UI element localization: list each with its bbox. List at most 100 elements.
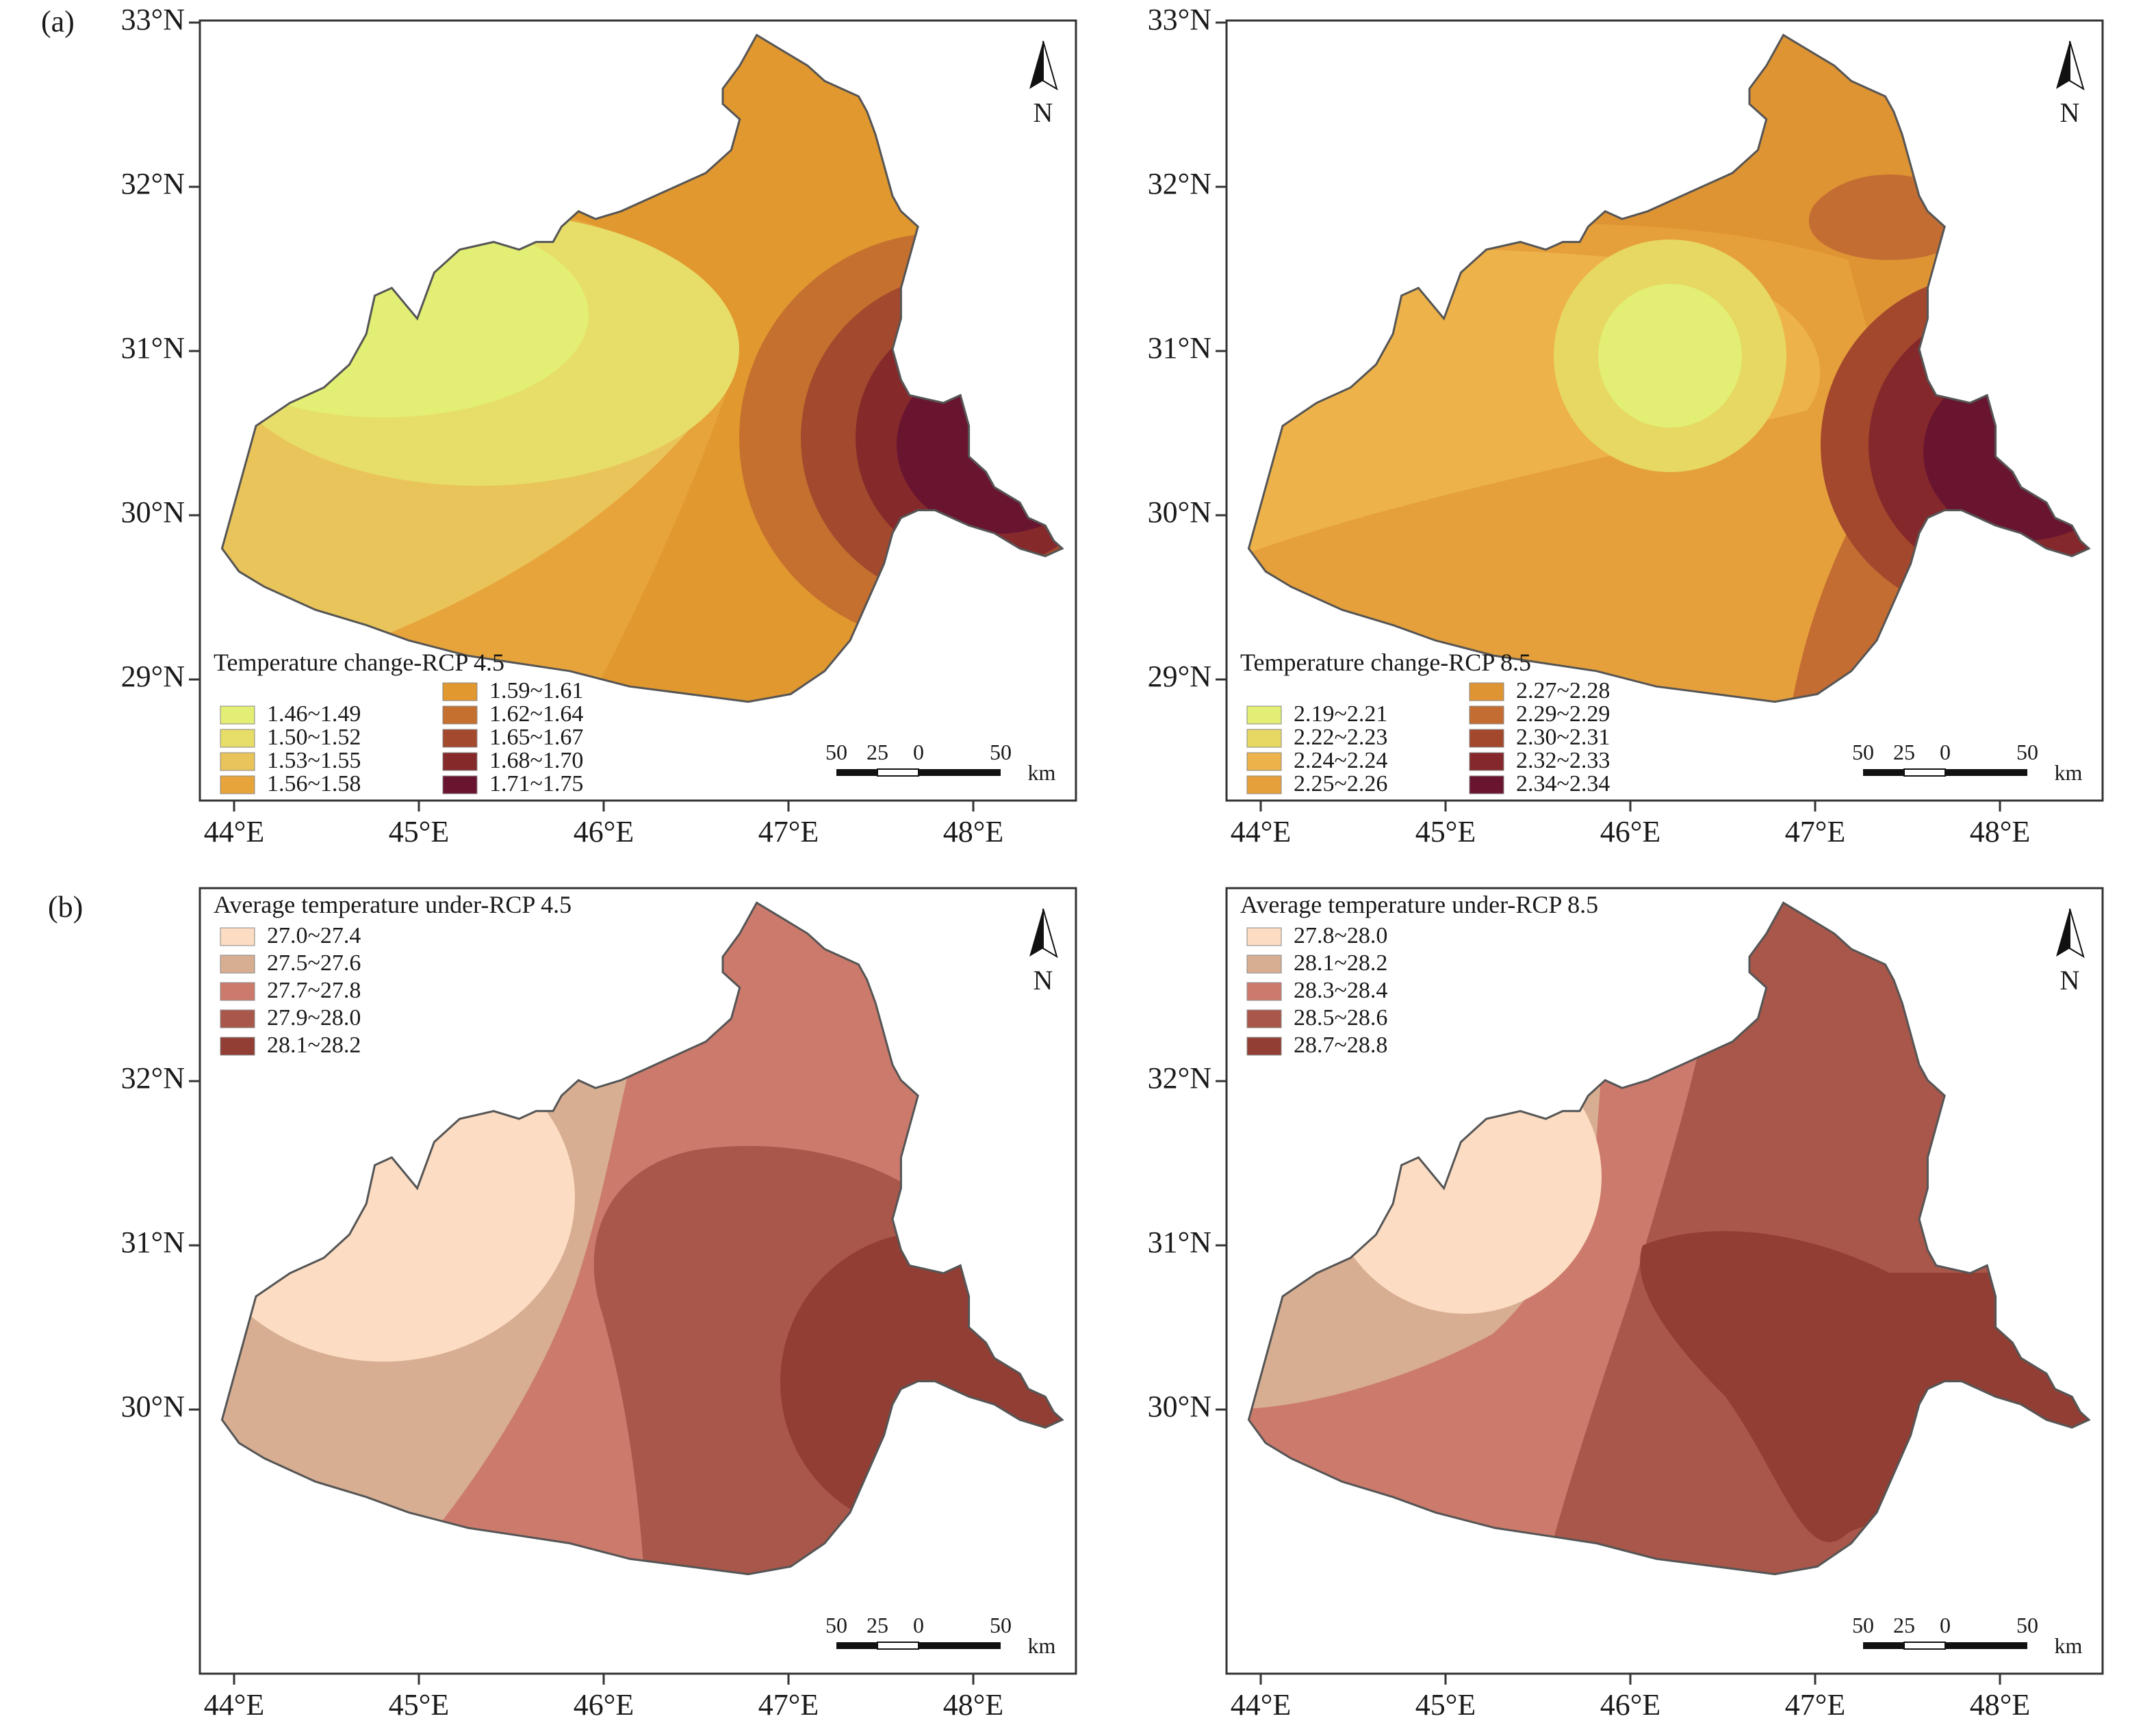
- scale-bar-label: 50: [990, 1613, 1012, 1637]
- scale-bar-label: 25: [1893, 740, 1915, 764]
- legend-label: 28.1~28.2: [267, 1033, 361, 1058]
- scale-bar-label: 50: [825, 1613, 847, 1637]
- lon-tick-label: 44°E: [204, 815, 264, 848]
- legend-label: 1.46~1.49: [267, 701, 361, 727]
- scale-bar-label: 25: [1893, 1613, 1915, 1637]
- lat-tick-label: 29°N: [121, 660, 185, 693]
- north-label: N: [2060, 97, 2080, 128]
- lat-tick-label: 30°N: [121, 1390, 185, 1423]
- scale-bar-segment: [1863, 1642, 1904, 1649]
- legend-label: 27.0~27.4: [267, 923, 361, 948]
- scale-bar-label: 25: [867, 1613, 888, 1637]
- scale-bar-label: 50: [825, 740, 847, 764]
- legend-swatch: [1469, 775, 1504, 794]
- legend-label: 28.5~28.6: [1294, 1005, 1387, 1030]
- lon-tick-label: 47°E: [1785, 815, 1845, 848]
- lon-tick-label: 44°E: [1231, 1688, 1291, 1722]
- north-arrow-icon: [1029, 41, 1043, 89]
- legend-label: 2.19~2.21: [1294, 701, 1387, 727]
- legend-label: 27.9~28.0: [267, 1005, 361, 1030]
- lon-tick-label: 47°E: [758, 815, 819, 848]
- north-arrow-icon: [2056, 909, 2070, 957]
- lat-tick-label: 30°N: [121, 495, 185, 529]
- legend-swatch: [220, 955, 255, 974]
- legend-swatch: [220, 752, 255, 771]
- scale-bar-label: 0: [1940, 740, 1951, 764]
- map-panel-a-left: [198, 19, 1077, 802]
- scale-bar-segment: [1863, 769, 1904, 776]
- north-arrow-icon: [1042, 908, 1058, 959]
- lat-tick-label: 30°N: [1148, 495, 1211, 529]
- legend-label: 2.22~2.23: [1294, 725, 1387, 750]
- scale-bar-segment: [919, 1642, 1001, 1649]
- legend-swatch: [442, 705, 478, 725]
- north-label: N: [1034, 965, 1053, 996]
- legend-label: 2.24~2.24: [1294, 748, 1387, 773]
- scale-bar-label: 50: [2016, 1613, 2038, 1637]
- scale-bar-segment: [877, 768, 919, 777]
- legend-title: Average temperature under-RCP 4.5: [214, 891, 572, 918]
- legend-swatch: [1469, 682, 1504, 701]
- legend-title: Temperature change-RCP 8.5: [1240, 649, 1531, 676]
- lat-tick-label: 29°N: [1148, 660, 1211, 693]
- legend-swatch: [442, 752, 478, 771]
- map-panel-b-right: [1225, 887, 2104, 1675]
- legend-label: 28.3~28.4: [1294, 978, 1387, 1003]
- scale-bar-segment: [919, 769, 1001, 776]
- scale-bar-segment: [877, 1642, 919, 1650]
- legend-label: 1.71~1.75: [489, 771, 583, 796]
- legend-label: 2.30~2.31: [1516, 725, 1610, 750]
- lat-tick-label: 31°N: [121, 331, 185, 365]
- scale-bar-unit: km: [2055, 760, 2083, 785]
- lat-tick-label: 31°N: [1148, 1225, 1211, 1259]
- legend-swatch: [1246, 752, 1282, 771]
- scale-bar-unit: km: [1028, 760, 1056, 785]
- lat-tick-label: 30°N: [1148, 1390, 1211, 1423]
- north-label: N: [1034, 97, 1053, 128]
- lon-tick-label: 44°E: [1231, 815, 1291, 848]
- legend-label: 1.68~1.70: [489, 748, 583, 773]
- lon-tick-label: 46°E: [574, 1688, 634, 1722]
- legend-swatch: [1246, 705, 1282, 725]
- lat-tick-label: 33°N: [121, 3, 185, 36]
- lon-tick-label: 48°E: [943, 815, 1003, 848]
- scale-bar-label: 50: [1852, 740, 1874, 764]
- legend-label: 27.7~27.8: [267, 978, 361, 1003]
- lon-tick-label: 45°E: [389, 815, 449, 848]
- legend-label: 28.1~28.2: [1294, 950, 1387, 976]
- legend-label: 1.50~1.52: [267, 725, 361, 750]
- map-panel-a-right: [1225, 19, 2104, 802]
- lon-tick-label: 44°E: [204, 1688, 264, 1722]
- legend-swatch: [442, 775, 478, 794]
- scale-bar-label: 50: [2016, 740, 2038, 764]
- legend-label: 1.65~1.67: [489, 725, 583, 750]
- map-annotations-b-right: 32°N 31°N 30°N 44°E 45°E 46°E 47°E 48°E Average …: [1148, 891, 2085, 1722]
- legend-swatch: [1246, 1037, 1282, 1056]
- lon-tick-label: 45°E: [1415, 1688, 1476, 1722]
- panel-label-b: (b): [48, 890, 84, 924]
- scale-bar-segment: [1903, 1642, 1946, 1650]
- legend-label: 2.34~2.34: [1516, 771, 1610, 796]
- lat-tick-label: 32°N: [1148, 1061, 1211, 1095]
- legend-label: 2.32~2.33: [1516, 748, 1610, 773]
- north-arrow-icon: [2069, 40, 2085, 91]
- legend-label: 27.8~28.0: [1294, 923, 1387, 948]
- scale-bar-label: 0: [913, 740, 924, 764]
- scale-bar-segment: [1945, 769, 2027, 776]
- legend-swatch: [1246, 927, 1282, 946]
- panel-label-a: (a): [41, 5, 75, 38]
- lon-tick-label: 45°E: [1415, 815, 1476, 848]
- lon-tick-label: 48°E: [943, 1688, 1003, 1722]
- legend-label: 28.7~28.8: [1294, 1033, 1387, 1058]
- legend-swatch: [1469, 752, 1504, 771]
- north-arrow-icon: [2056, 41, 2070, 89]
- legend-swatch: [220, 775, 255, 794]
- legend-swatch: [220, 1009, 255, 1028]
- legend-title: Temperature change-RCP 4.5: [214, 649, 504, 676]
- legend-label: 1.62~1.64: [489, 701, 583, 727]
- scale-bar-unit: km: [1028, 1633, 1056, 1658]
- legend-swatch: [1246, 775, 1282, 794]
- legend-swatch: [1246, 729, 1282, 748]
- legend-swatch: [220, 927, 255, 946]
- scale-bar-segment: [836, 1642, 877, 1649]
